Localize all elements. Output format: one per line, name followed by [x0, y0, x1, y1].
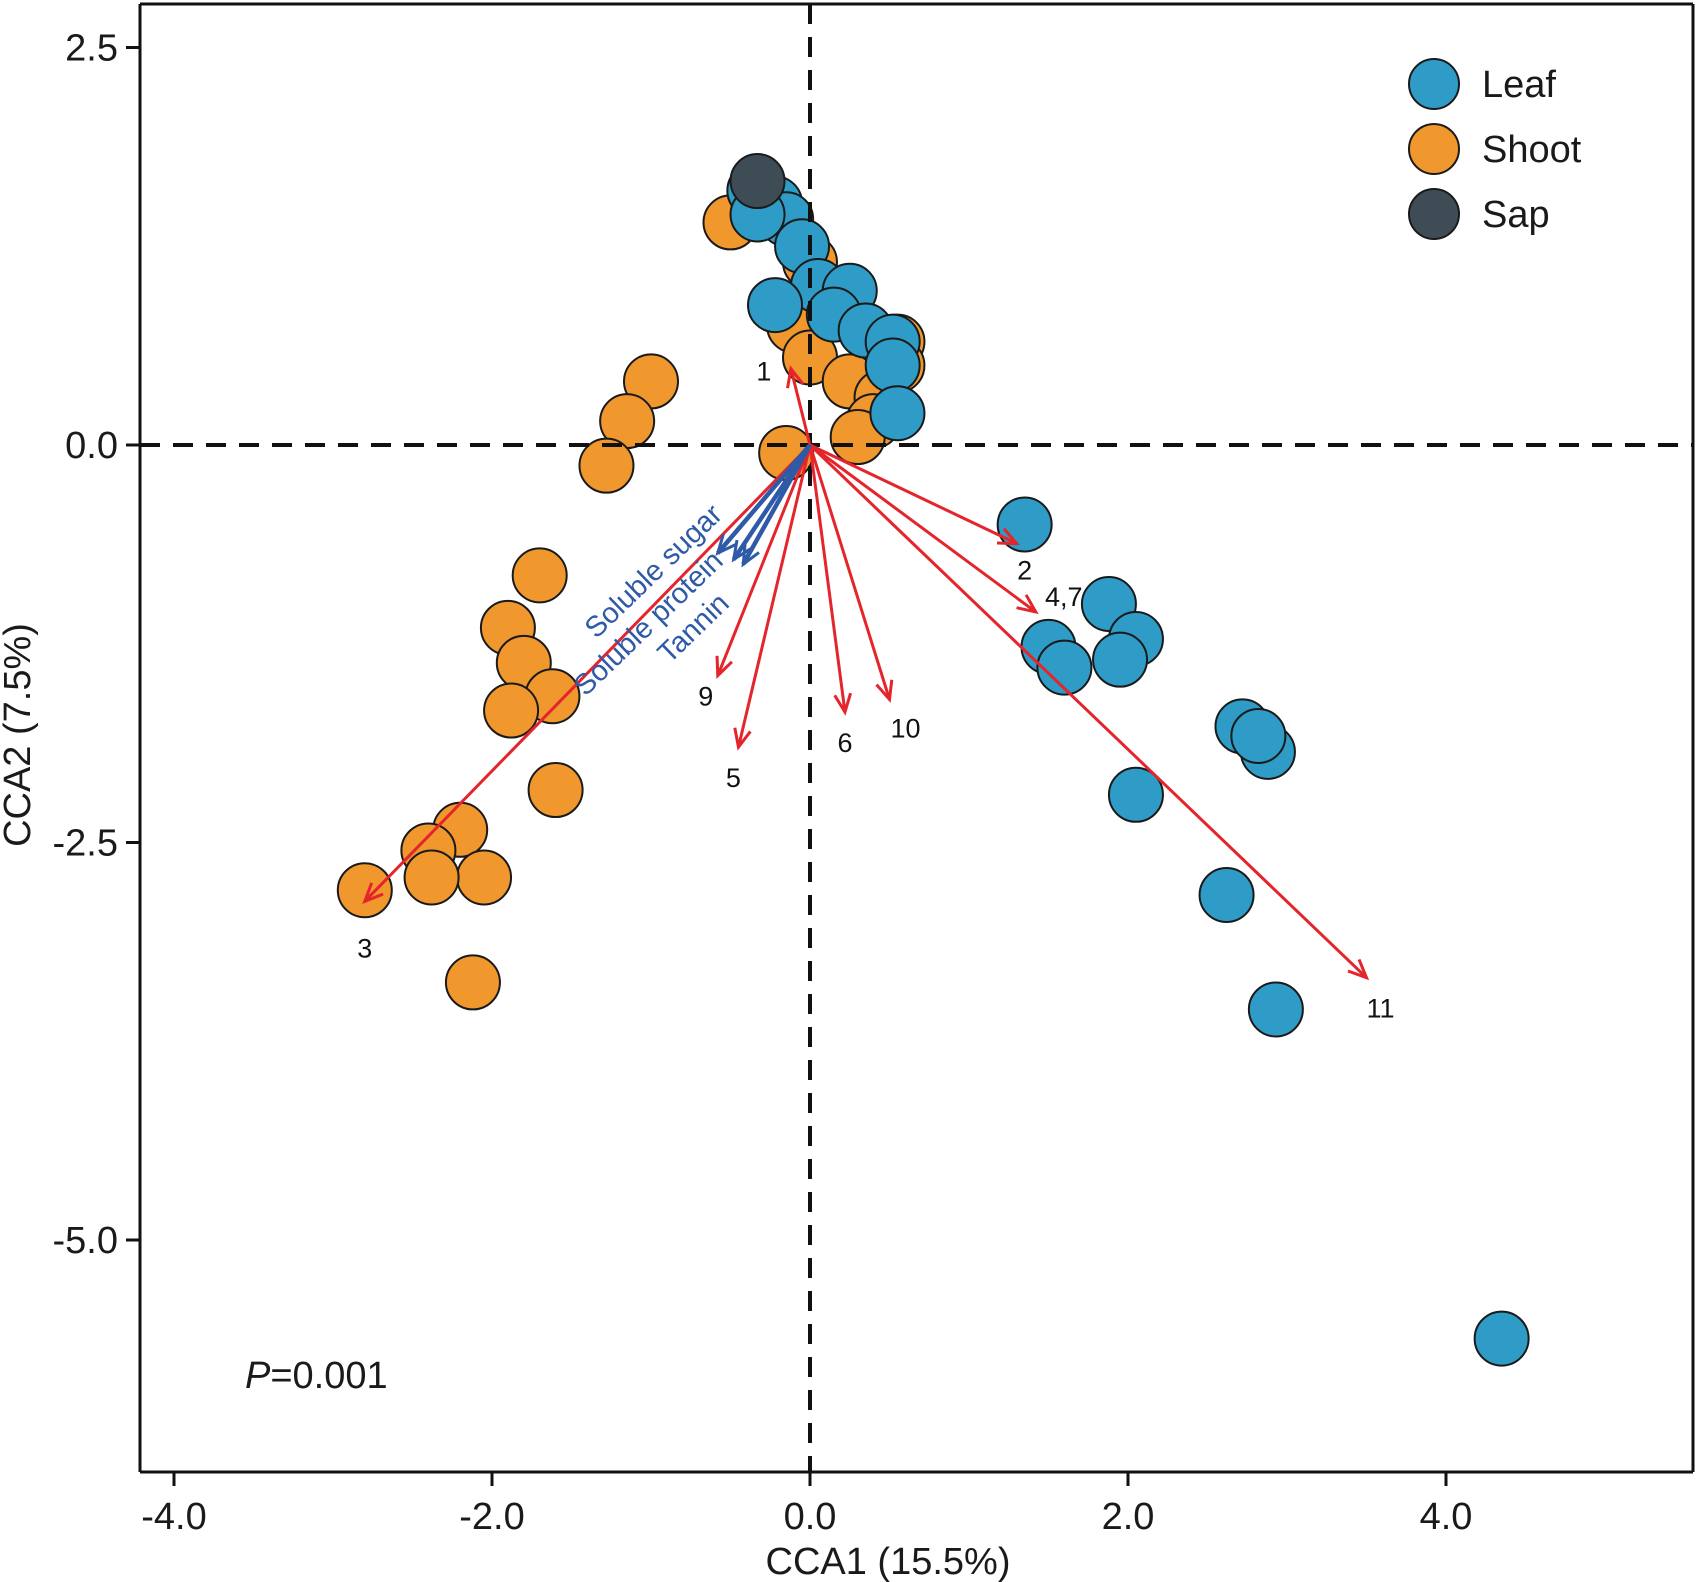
- point-leaf: [864, 337, 921, 394]
- point-shoot: [511, 547, 568, 604]
- legend-label: Shoot: [1482, 129, 1582, 171]
- axes-layer: -4.0 -2.0 0.0 2.0 4.0 2.5 0.0 -2.5 -5.0: [53, 2, 1695, 1538]
- point-shoot: [483, 682, 540, 739]
- blue-vector: [715, 443, 812, 556]
- red-vector-label: 11: [1366, 994, 1394, 1024]
- points-layer: [336, 153, 1530, 1367]
- red-vector-label: 4,7: [1045, 582, 1083, 612]
- point-sap: [729, 153, 786, 210]
- y-tick-label: 0.0: [65, 425, 118, 467]
- red-vector-6: [808, 444, 853, 716]
- y-tick-label: -5.0: [53, 1220, 118, 1262]
- red-vector-10: [808, 444, 894, 703]
- red-vector-11: [808, 443, 1370, 981]
- x-tick-label: 4.0: [1420, 1496, 1473, 1538]
- x-tick-label: -4.0: [141, 1496, 206, 1538]
- y-axis-title: CCA2 (7.5%): [0, 623, 39, 847]
- point-leaf: [1198, 866, 1255, 923]
- point-leaf: [1230, 707, 1287, 764]
- point-shoot: [456, 849, 513, 906]
- red-vector-4-7: [809, 443, 1039, 615]
- point-leaf: [1036, 639, 1093, 696]
- red-vector-label: 5: [726, 763, 741, 793]
- p-value-annotation: P=0.001: [245, 1355, 388, 1397]
- legend-marker-sap: [1408, 188, 1460, 240]
- x-axis-title: CCA1 (15.5%): [766, 1541, 1011, 1582]
- red-vector-label: 2: [1017, 556, 1032, 586]
- y-tick-label: -2.5: [53, 823, 118, 865]
- legend-marker-shoot: [1408, 123, 1460, 175]
- red-vector-label: 3: [357, 933, 372, 963]
- red-vector-3: [362, 443, 812, 904]
- p-value-prefix: P: [245, 1355, 271, 1397]
- red-vector-label: 10: [890, 713, 920, 743]
- point-shoot: [336, 862, 393, 919]
- red-vector-label: 9: [698, 682, 713, 712]
- point-shoot: [403, 849, 460, 906]
- red-vector-9: [715, 444, 812, 679]
- red-vector-2: [809, 443, 1021, 546]
- point-leaf: [996, 496, 1053, 553]
- red-vector-5: [733, 444, 812, 751]
- point-leaf: [1107, 766, 1164, 823]
- point-leaf: [747, 277, 804, 334]
- red-vector-label: 6: [837, 728, 852, 758]
- point-shoot: [444, 954, 501, 1011]
- legend: Leaf Shoot Sap: [1408, 58, 1582, 240]
- point-leaf: [1092, 631, 1149, 688]
- point-shoot: [578, 437, 635, 494]
- y-tick-label: 2.5: [65, 28, 118, 70]
- legend-label: Sap: [1482, 194, 1550, 236]
- point-shoot: [527, 762, 584, 819]
- legend-marker-leaf: [1408, 58, 1460, 110]
- reference-lines: [140, 4, 1693, 1472]
- x-tick-label: 2.0: [1102, 1496, 1155, 1538]
- legend-label: Leaf: [1482, 64, 1556, 106]
- red-vector-1: [786, 365, 812, 446]
- point-leaf: [869, 385, 926, 442]
- x-tick-label: -2.0: [459, 1496, 524, 1538]
- p-value-text: =0.001: [270, 1355, 387, 1397]
- point-leaf: [1247, 981, 1304, 1038]
- red-vector-label: 1: [756, 357, 771, 387]
- blue-vector: [741, 443, 812, 568]
- vectors-layer: [362, 365, 1370, 981]
- x-tick-label: 0.0: [784, 1496, 837, 1538]
- point-leaf: [1473, 1310, 1530, 1367]
